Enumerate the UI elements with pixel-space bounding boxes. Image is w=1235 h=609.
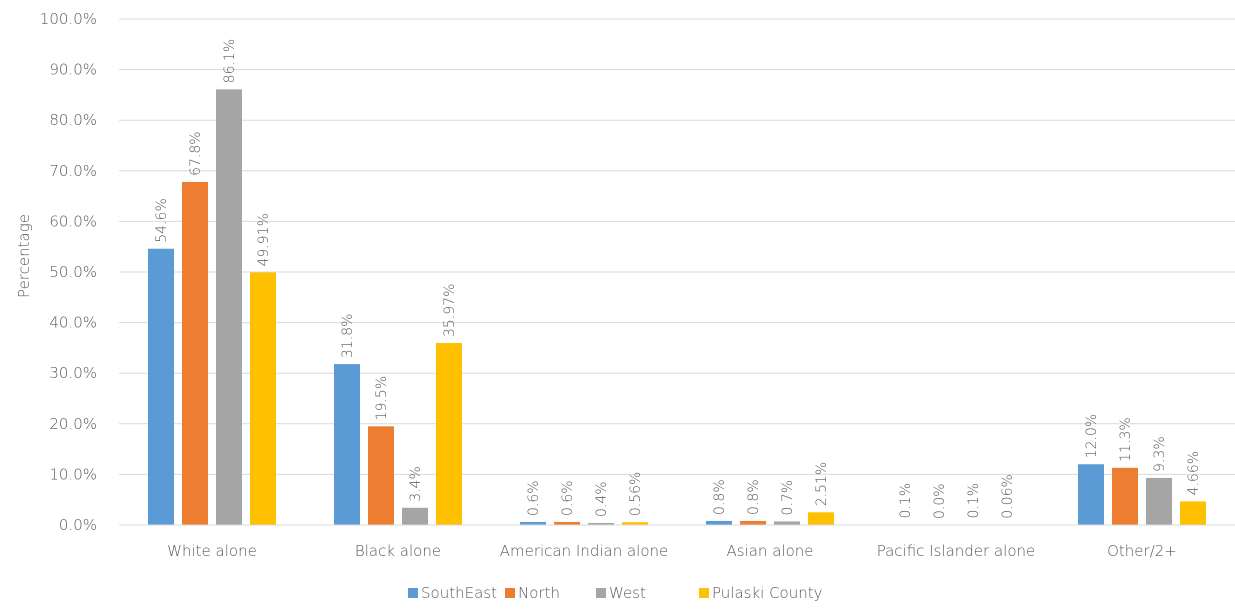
legend-swatch bbox=[408, 588, 418, 598]
x-category-label: White alone bbox=[167, 542, 257, 560]
y-tick-label: 70.0% bbox=[49, 162, 97, 180]
data-label: 19.5% bbox=[374, 376, 390, 420]
y-tick-label: 40.0% bbox=[49, 314, 97, 332]
data-label: 0.6% bbox=[560, 480, 576, 516]
bar bbox=[588, 522, 614, 525]
bar bbox=[706, 520, 732, 525]
legend: SouthEast North West Pulaski County bbox=[408, 584, 823, 602]
bar bbox=[554, 521, 580, 525]
legend-label: SouthEast bbox=[421, 584, 497, 602]
x-category-label: American Indian alone bbox=[500, 542, 669, 560]
data-label: 35.97% bbox=[442, 284, 458, 337]
bar bbox=[368, 426, 394, 525]
legend-swatch bbox=[699, 588, 709, 598]
y-axis-title: Percentage bbox=[15, 214, 33, 298]
bar bbox=[1078, 464, 1104, 525]
bar bbox=[182, 181, 208, 525]
data-label: 11.3% bbox=[1118, 417, 1134, 461]
data-label: 0.8% bbox=[746, 479, 762, 515]
data-label: 0.1% bbox=[966, 483, 982, 519]
y-tick-label: 90.0% bbox=[49, 61, 97, 79]
y-tick-label: 80.0% bbox=[49, 111, 97, 129]
bar bbox=[148, 248, 174, 525]
data-label: 4.66% bbox=[1186, 451, 1202, 495]
bar bbox=[436, 342, 462, 525]
data-label: 49.91% bbox=[256, 213, 272, 266]
data-label: 0.4% bbox=[594, 481, 610, 517]
bars bbox=[148, 89, 1206, 526]
data-label: 0.8% bbox=[712, 479, 728, 515]
y-axis-ticks: 0.0% 10.0% 20.0% 30.0% 40.0% 50.0% 60.0% 70.0% 8… bbox=[40, 10, 97, 534]
data-label: 3.4% bbox=[408, 466, 424, 502]
bar bbox=[216, 89, 242, 526]
legend-label: Pulaski County bbox=[712, 584, 823, 602]
x-category-label: Pacific Islander alone bbox=[877, 542, 1036, 560]
bar bbox=[774, 521, 800, 525]
bar bbox=[250, 272, 276, 525]
x-axis-categories: White alone Black alone American Indian al… bbox=[167, 542, 1177, 560]
y-tick-label: 100.0% bbox=[40, 10, 97, 28]
bar bbox=[1112, 467, 1138, 525]
data-label: 0.56% bbox=[628, 472, 644, 516]
data-label: 0.0% bbox=[932, 483, 948, 519]
bar bbox=[808, 512, 834, 525]
y-tick-label: 60.0% bbox=[49, 212, 97, 230]
x-category-label: Asian alone bbox=[727, 542, 814, 560]
y-tick-label: 20.0% bbox=[49, 415, 97, 433]
legend-swatch bbox=[505, 588, 515, 598]
data-label: 2.51% bbox=[814, 462, 830, 506]
x-category-label: Other/2+ bbox=[1107, 542, 1177, 560]
data-label: 12.0% bbox=[1084, 414, 1100, 458]
bar bbox=[1146, 477, 1172, 525]
data-label: 0.1% bbox=[898, 483, 914, 519]
data-label: 9.3% bbox=[1152, 436, 1168, 472]
data-label: 67.8% bbox=[188, 131, 204, 175]
bar bbox=[402, 507, 428, 525]
data-label: 0.7% bbox=[780, 480, 796, 516]
y-tick-label: 50.0% bbox=[49, 263, 97, 281]
x-category-label: Black alone bbox=[355, 542, 441, 560]
y-tick-label: 30.0% bbox=[49, 364, 97, 382]
data-label: 54.6% bbox=[154, 198, 170, 242]
data-label: 86.1% bbox=[222, 39, 238, 83]
data-label: 31.8% bbox=[340, 314, 356, 358]
legend-swatch bbox=[596, 588, 606, 598]
bar bbox=[520, 521, 546, 525]
data-label: 0.06% bbox=[1000, 474, 1016, 518]
data-label: 0.6% bbox=[526, 480, 542, 516]
y-tick-label: 10.0% bbox=[49, 465, 97, 483]
bar bbox=[334, 364, 360, 525]
bar bbox=[740, 520, 766, 525]
legend-label: West bbox=[609, 584, 646, 602]
y-tick-label: 0.0% bbox=[59, 516, 97, 534]
data-labels: 54.6% 67.8% 86.1% 49.91% 31.8% 19.5% 3.4% 35.97… bbox=[154, 39, 1202, 519]
bar bbox=[1180, 501, 1206, 525]
bar bbox=[622, 522, 648, 525]
gridlines bbox=[119, 18, 1235, 475]
legend-label: North bbox=[518, 584, 560, 602]
